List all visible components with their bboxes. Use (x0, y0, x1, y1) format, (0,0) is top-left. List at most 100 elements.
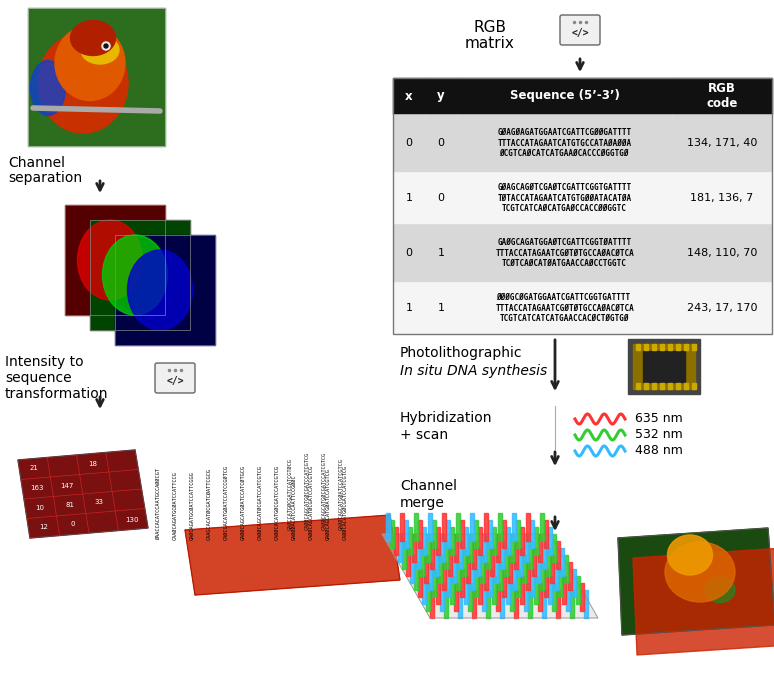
Text: GAØØCAGCATGØATCCATCGTCG: GAØØCAGCATGØATCCATCGTCG (326, 468, 330, 540)
Bar (478, 576, 482, 604)
Bar (540, 562, 544, 590)
Text: 21: 21 (29, 466, 39, 471)
Text: 18: 18 (88, 460, 98, 466)
Bar (633, 344, 695, 389)
Bar (508, 555, 512, 583)
Bar (457, 114, 672, 172)
Text: 1: 1 (437, 303, 444, 313)
Bar (496, 583, 500, 611)
Bar (668, 383, 672, 389)
Bar (538, 534, 542, 562)
Bar (486, 590, 490, 618)
Bar (454, 583, 458, 611)
Bar (464, 576, 468, 604)
Text: GAØCCATGØCGATCCATCGTØCG: GAØCCATGØCGATCCATCGTØCG (287, 458, 293, 530)
Bar (468, 534, 472, 562)
Ellipse shape (665, 542, 735, 602)
Text: CAØØCACATGØCGATCCATCGTCG: CAØØCACATGØCGATCCATCGTCG (343, 465, 348, 540)
Bar (506, 527, 510, 555)
Bar (528, 541, 532, 569)
Bar (390, 520, 394, 548)
Bar (643, 351, 685, 382)
Text: CAØØCAGCATØCGATCCATCGTCG: CAØØCAGCATØCGATCCATCGTCG (258, 465, 262, 540)
Bar (672, 78, 772, 114)
Bar (476, 548, 480, 576)
Bar (448, 548, 452, 576)
Text: 532 nm: 532 nm (635, 428, 683, 441)
Bar (506, 576, 510, 604)
Bar (414, 513, 418, 541)
Bar (628, 339, 700, 394)
Bar (668, 344, 672, 350)
Bar (28, 8, 165, 146)
Bar (440, 534, 444, 562)
Text: Hybridization: Hybridization (400, 411, 492, 425)
Bar (562, 576, 566, 604)
Bar (474, 520, 478, 548)
Bar (400, 513, 404, 541)
Bar (426, 534, 430, 562)
Bar (457, 224, 672, 282)
Bar (486, 541, 490, 569)
Bar (457, 78, 672, 114)
Ellipse shape (70, 21, 115, 55)
Bar (425, 114, 457, 172)
Bar (520, 576, 524, 604)
Bar (502, 520, 506, 548)
Bar (546, 548, 550, 576)
Text: merge: merge (400, 496, 445, 510)
Bar (432, 569, 436, 597)
Bar (484, 562, 488, 590)
Bar (570, 590, 574, 618)
Text: CAAØCAGATGCØATCCATTCCG: CAAØCAGATGCØATCCATTCCG (173, 471, 177, 540)
Text: 12: 12 (39, 524, 48, 530)
Ellipse shape (705, 577, 735, 603)
Text: ØAACCACATCCAATGCCAØØCGT: ØAACCACATCCAATGCCAØØCGT (156, 468, 160, 540)
Bar (422, 576, 426, 604)
Bar (436, 527, 440, 555)
Polygon shape (18, 450, 148, 538)
Bar (692, 344, 696, 350)
Text: 148, 110, 70: 148, 110, 70 (687, 248, 757, 258)
Bar (482, 534, 486, 562)
Bar (636, 383, 640, 389)
Ellipse shape (30, 60, 66, 116)
Bar (404, 520, 408, 548)
Bar (412, 534, 416, 562)
Bar (442, 513, 446, 541)
Ellipse shape (128, 250, 193, 330)
Bar (430, 590, 434, 618)
Bar (538, 583, 542, 611)
Bar (472, 541, 476, 569)
Bar (492, 527, 496, 555)
Bar (472, 590, 476, 618)
Bar (544, 520, 548, 548)
Ellipse shape (55, 25, 125, 101)
Bar (660, 383, 664, 389)
Polygon shape (382, 534, 598, 618)
Bar (530, 520, 534, 548)
Bar (558, 569, 562, 597)
Bar (554, 562, 558, 590)
Text: CAØØCAGCATGØCGATCCATCGTCG: CAØØCAGCATGØCGATCCATCGTCG (321, 452, 327, 530)
Bar (492, 576, 496, 604)
Bar (542, 590, 546, 618)
Bar (564, 555, 568, 583)
Bar (470, 562, 474, 590)
Bar (393, 224, 425, 282)
Bar (454, 534, 458, 562)
Bar (584, 590, 588, 618)
Bar (672, 224, 772, 282)
Text: CAAGCACATØCGATCØATTCGCG: CAAGCACATØCGATCØATTCGCG (207, 468, 211, 540)
Text: </>: </> (166, 376, 183, 386)
Bar (510, 583, 514, 611)
Text: GAØCAGATGCØATCCATTCGGG: GAØCAGATGCØATCCATTCGGG (190, 471, 194, 540)
Text: separation: separation (8, 171, 82, 185)
Bar (466, 555, 470, 583)
Bar (474, 569, 478, 597)
Bar (496, 534, 500, 562)
Bar (498, 513, 502, 541)
Text: CAØØCAGCATØCGATCCATCGTCG: CAØØCAGCATØCGATCCATCGTCG (309, 465, 313, 540)
Bar (568, 562, 572, 590)
Bar (460, 569, 464, 597)
